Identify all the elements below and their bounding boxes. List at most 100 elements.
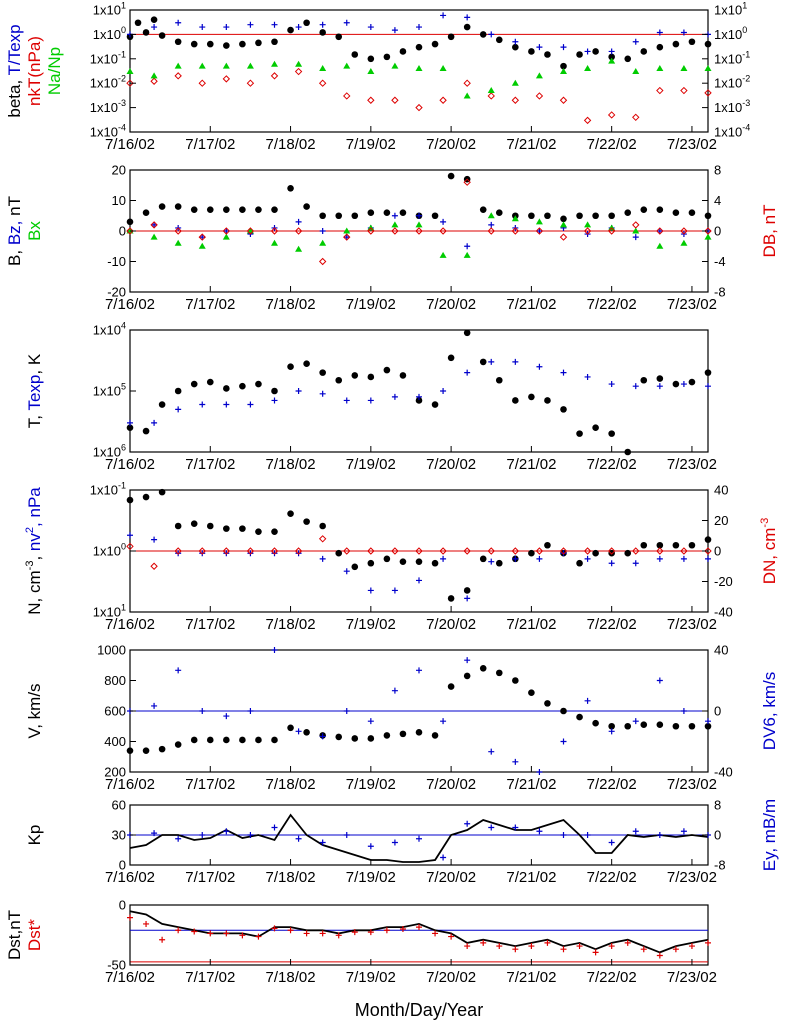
panel-2-db-point	[511, 227, 520, 235]
panel-1-beta-point	[271, 38, 278, 46]
panel-2-b-point	[287, 185, 294, 192]
panel-1-y-tick-label: 1x10-3	[90, 98, 126, 115]
panel-1-beta-point	[150, 16, 158, 24]
panel-4-nv2-point	[271, 550, 278, 557]
panel-6-x-tick-label: 7/19/02	[346, 869, 396, 886]
panel-4-n-point	[335, 549, 343, 557]
panel-4-dn-point	[343, 547, 351, 555]
panel-4-n-point	[463, 587, 471, 594]
panel-6-ey-point	[656, 832, 663, 838]
panel-1-nanp-point	[415, 65, 423, 72]
panel-2-b-point	[640, 206, 648, 213]
panel-1-nanp-point	[632, 68, 640, 75]
panel-4-n-point	[656, 541, 664, 549]
panel-7-dst-point	[207, 930, 214, 937]
panel-4-nv2-point	[223, 550, 230, 557]
panel-3-t-point	[271, 387, 278, 395]
panel-1-ttexp-point	[175, 19, 182, 26]
panel-2-bx-point	[463, 251, 471, 258]
panel-3-texp-point	[416, 393, 422, 400]
panel-5-dv6-point	[151, 702, 158, 709]
panel-7-dst-point	[399, 926, 406, 932]
panel-2-bx-point	[391, 221, 399, 228]
panel-5-dv6-point	[343, 708, 350, 714]
panel-1-ttexp-point	[416, 24, 422, 31]
panel-4-nv2-point	[151, 536, 158, 543]
panel-1-nktnpa-point	[198, 79, 206, 87]
panel-3-texp-point	[560, 369, 567, 376]
panel-1-ttexp-point	[247, 21, 254, 28]
panel-4-nv2-point	[608, 560, 615, 567]
panel-1-x-tick-label: 7/16/02	[105, 136, 155, 153]
panel-5-x-tick-label: 7/23/02	[667, 776, 717, 793]
panel-2-b-point	[544, 212, 551, 220]
panel-2-y-tick-label: 0	[119, 224, 126, 239]
panel-3-ylabel: T, Texp, K	[25, 353, 44, 428]
panel-1-beta-point	[287, 26, 294, 34]
panel-1-ttexp-point	[488, 31, 495, 38]
panel-4-dn-point	[487, 547, 495, 555]
panel-5-v-point	[512, 677, 519, 684]
panel-3-texp-point	[295, 388, 302, 394]
panel-3-t-point	[447, 354, 455, 362]
panel-3-t-point	[158, 401, 166, 408]
panel-6-ey-point	[488, 824, 495, 831]
panel-2-y-tick-label: 10	[112, 193, 126, 208]
panel-6-ylabel: Kp	[25, 825, 44, 846]
panel-6-ey-point	[391, 839, 398, 846]
panel-2-bx-point	[511, 215, 519, 222]
panel-1-ttexp-point	[464, 14, 471, 21]
panel-4-nv2-point	[247, 550, 254, 557]
panel-4-nv2-point	[343, 568, 350, 575]
panel-4-n-point	[206, 522, 214, 530]
panel-7-dst-point	[656, 952, 663, 959]
panel-4-nv2-point	[175, 550, 182, 557]
panel-2-db-point	[680, 227, 688, 235]
panel-3-texp-point	[151, 419, 158, 426]
panel-3-t-point	[704, 369, 712, 376]
panel-4-n-point	[271, 528, 278, 535]
panel-4-dn-point	[318, 535, 327, 543]
panel-2-bz-point	[440, 218, 447, 225]
panel-3-texp-point	[343, 397, 350, 404]
panel-3-x-tick-label: 7/22/02	[587, 456, 637, 473]
panel-7-dst-point	[624, 939, 631, 946]
panel-2-b-point	[688, 209, 696, 216]
panel-2-db-point	[391, 227, 399, 235]
panel-5-y2label: DV6, km/s	[760, 672, 779, 750]
panel-3-frame	[129, 329, 709, 453]
panel-3-t-point	[303, 360, 310, 368]
panel-3-texp-point	[247, 401, 254, 408]
panel-4-dn-point	[294, 547, 303, 555]
panel-2-bx-point	[271, 239, 278, 246]
panel-1-y2-tick-label: 1x10-3	[714, 98, 750, 115]
panel-3-t-point	[544, 397, 551, 404]
panel-1-ttexp-point	[343, 19, 350, 26]
panel-6-ey-point	[416, 835, 422, 842]
panel-7-dst-point	[592, 949, 599, 956]
panel-3-t-point	[640, 376, 648, 384]
panel-6-ey-point	[560, 832, 567, 838]
panel-2-b-point	[704, 212, 712, 220]
panel-1-x-tick-label: 7/21/02	[506, 136, 556, 153]
panel-5-v-point	[592, 719, 599, 727]
panel-3-t-point	[672, 380, 680, 388]
panel-7-x-tick-label: 7/19/02	[346, 969, 396, 986]
panel-7-dst-point	[544, 939, 551, 946]
panel-7-dst-point	[191, 928, 198, 935]
panel-1-ttexp-point	[440, 12, 447, 19]
panel-7-dst-point	[688, 943, 695, 950]
panel-3-t-point	[576, 430, 583, 437]
panel-5-v-point	[367, 735, 375, 742]
panel-3-t-point	[528, 393, 535, 401]
panel-5-dv6-point	[223, 713, 230, 720]
panel-1-ttexp-point	[271, 21, 278, 28]
panel-1-ttexp-point	[584, 48, 591, 55]
panel-4-x-tick-label: 7/21/02	[506, 616, 556, 633]
panel-4-dn-point	[656, 547, 664, 555]
panel-2-db-point	[198, 233, 206, 241]
panel-1-beta-point	[223, 42, 230, 49]
panel-2-b-point	[656, 206, 664, 213]
panel-4-nv2-point	[680, 555, 687, 562]
panel-2-b-point	[399, 209, 407, 216]
